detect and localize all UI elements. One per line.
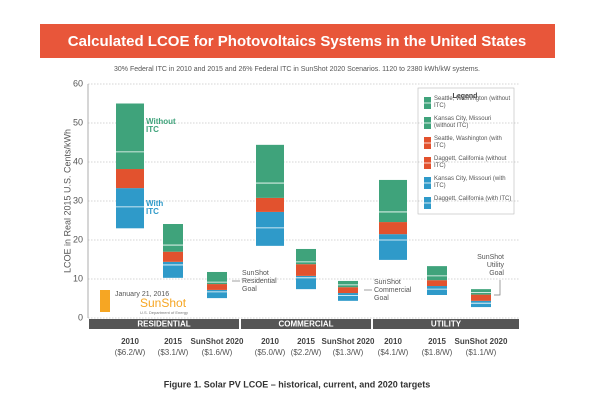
x-tick-label: 2015 <box>428 337 446 346</box>
chart-title: Calculated LCOE for Photovoltaics System… <box>68 33 526 50</box>
caption: Figure 1. Solar PV LCOE – historical, cu… <box>164 379 431 389</box>
legend-label: Seattle, Washington (without ITC) <box>434 96 511 109</box>
bar-segment <box>338 293 358 301</box>
bar-segment <box>471 294 491 301</box>
logo-icon <box>100 290 110 312</box>
bar-segment <box>427 280 447 287</box>
x-tick-label: 2010 <box>261 337 279 346</box>
bar-segment <box>471 300 491 308</box>
y-tick-label: 10 <box>73 273 83 283</box>
x-tick-sublabel: ($1.1/W) <box>466 348 497 357</box>
y-tick-label: 50 <box>73 117 83 127</box>
bar-segment <box>338 280 358 288</box>
legend-label: Daggett, California (without ITC) <box>434 156 507 169</box>
annotation: Without ITC <box>146 117 176 134</box>
annotation: With ITC <box>146 199 164 216</box>
annotation: SunShot Residential Goal <box>242 270 277 293</box>
legend-label: Seattle, Washington (with ITC) <box>434 136 502 149</box>
y-axis-label: LCOE in Real 2015 U.S. Cents/kWh <box>62 129 72 273</box>
bar-segment <box>163 251 183 262</box>
x-tick-label: 2010 <box>384 337 402 346</box>
bar-segment <box>427 266 447 281</box>
x-tick-sublabel: ($3.1/W) <box>158 348 189 357</box>
bar-segment <box>116 169 144 189</box>
group-label: RESIDENTIAL <box>137 320 190 329</box>
y-tick-label: 30 <box>73 195 83 205</box>
y-tick-label: 40 <box>73 156 83 166</box>
bar-segment <box>256 211 284 246</box>
group-band <box>373 319 519 329</box>
date: January 21, 2016 <box>115 291 169 298</box>
legend-box <box>417 87 515 215</box>
bar-segment <box>207 289 227 299</box>
bar-segment <box>163 224 183 252</box>
bar-segment <box>379 222 407 235</box>
group-label: UTILITY <box>431 320 462 329</box>
annotation: SunShot Commercial Goal <box>374 279 412 302</box>
goal-arrows <box>232 280 501 296</box>
group-band <box>241 319 371 329</box>
bar-segment <box>116 103 144 170</box>
legend-label: Kansas City, Missouri (without ITC) <box>434 116 492 129</box>
bar-segment <box>256 197 284 212</box>
bar-segment <box>116 188 144 229</box>
subtitle: 30% Federal ITC in 2010 and 2015 and 26%… <box>114 66 480 73</box>
bar-segment <box>207 284 227 290</box>
x-tick-label: SunShot 2020 <box>322 337 375 346</box>
y-tick-label: 60 <box>73 78 83 88</box>
bar-segment <box>427 286 447 295</box>
x-tick-label: 2015 <box>297 337 315 346</box>
bar-segment <box>256 144 284 198</box>
legend-label: Daggett, California (with ITC) <box>434 196 512 202</box>
x-tick-sublabel: ($1.6/W) <box>202 348 233 357</box>
x-tick-sublabel: ($2.2/W) <box>291 348 322 357</box>
x-tick-label: 2015 <box>164 337 182 346</box>
y-tick-label: 20 <box>73 234 83 244</box>
logo-sub: U.S. Department of Energy <box>140 310 188 315</box>
bar-segment <box>379 179 407 223</box>
x-tick-sublabel: ($1.8/W) <box>422 348 453 357</box>
logo: SunShot <box>140 296 187 310</box>
x-tick-sublabel: ($4.1/W) <box>378 348 409 357</box>
bar-segment <box>207 271 227 285</box>
group-label: COMMERCIAL <box>278 320 333 329</box>
annotation: SunShot Utility Goal <box>477 254 504 277</box>
bar-segment <box>296 248 316 265</box>
bar-segment <box>296 264 316 276</box>
title-banner <box>40 24 555 58</box>
x-tick-label: SunShot 2020 <box>191 337 244 346</box>
bar-segment <box>471 289 491 295</box>
x-tick-label: 2010 <box>121 337 139 346</box>
bar-segment <box>379 234 407 260</box>
x-tick-sublabel: ($5.0/W) <box>255 348 286 357</box>
x-tick-sublabel: ($1.3/W) <box>333 348 364 357</box>
x-tick-label: SunShot 2020 <box>455 337 508 346</box>
bar-segment <box>163 261 183 278</box>
y-tick-label: 0 <box>78 312 83 322</box>
legend-title: Legend <box>453 93 478 100</box>
bar-segment <box>338 287 358 294</box>
x-tick-sublabel: ($6.2/W) <box>115 348 146 357</box>
legend-label: Kansas City, Missouri (with ITC) <box>434 176 506 189</box>
bar-segment <box>296 275 316 290</box>
group-band <box>89 319 239 329</box>
arrow <box>494 280 501 296</box>
